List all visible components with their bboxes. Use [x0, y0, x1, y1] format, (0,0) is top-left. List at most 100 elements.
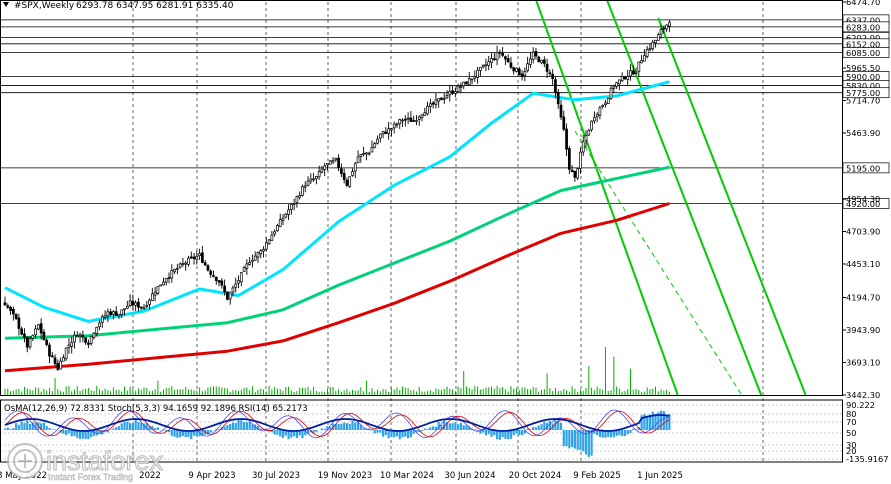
candle-body [220, 280, 224, 286]
candle-body [159, 284, 163, 287]
channel-line [605, 0, 763, 396]
candle-body [534, 51, 538, 57]
candle-body [659, 29, 663, 35]
candle-body [656, 34, 660, 41]
candle-body [353, 163, 357, 172]
candle-body [114, 311, 118, 316]
candle-body [512, 67, 516, 72]
candle-body [173, 269, 176, 273]
candle-body [312, 178, 315, 181]
channel-line [657, 17, 807, 396]
y-tick-label: 5463.90 [846, 128, 880, 138]
candle-body [256, 252, 260, 258]
candle-body [53, 357, 57, 364]
candle-body [403, 118, 407, 121]
candle-body [42, 331, 46, 341]
candle-body [384, 131, 388, 134]
candle-body [654, 39, 657, 44]
candle-body [148, 299, 151, 305]
candle-body [45, 339, 49, 346]
level-label: 6337.00 [846, 15, 880, 25]
candle-body [415, 120, 418, 122]
candle-body [356, 156, 360, 163]
candle-body [201, 252, 204, 263]
candle-body [554, 79, 557, 94]
candle-body [189, 256, 193, 259]
candle-body [565, 128, 568, 150]
candle-body [281, 217, 285, 221]
candle-body [545, 63, 549, 72]
candle-body [20, 328, 24, 335]
y-tick-label: 3693.10 [846, 357, 880, 367]
y-tick-label: 3442.30 [846, 390, 880, 400]
level-label: 5195.00 [846, 163, 880, 173]
trend-channels [534, 0, 807, 396]
candle-body [328, 160, 332, 165]
candle-body [176, 267, 179, 270]
candle-body [634, 71, 638, 74]
candle-body [362, 152, 365, 155]
candle-body [390, 128, 393, 131]
candle-body [631, 70, 635, 75]
candle-body [348, 176, 352, 187]
candle-body [551, 73, 555, 80]
candle-body [517, 68, 521, 76]
candle-body [579, 151, 582, 169]
collapse-arrow-icon[interactable] [3, 2, 9, 7]
candle-body [509, 62, 513, 68]
main-plot-frame [0, 0, 843, 396]
level-label: 5830.00 [846, 81, 880, 91]
candle-body [203, 262, 207, 266]
candle-body [214, 276, 218, 281]
candle-body [14, 313, 18, 319]
candle-body [445, 95, 449, 98]
candle-body [187, 257, 190, 265]
candle-body [309, 178, 313, 182]
candle-body [226, 291, 229, 300]
volume-histogram [4, 347, 670, 395]
level-label: 6202.00 [846, 33, 880, 43]
candle-body [326, 163, 329, 166]
candle-body [431, 102, 435, 105]
candle-body [451, 90, 454, 94]
candle-body [315, 176, 318, 180]
candle-body [34, 328, 37, 336]
candle-body [523, 71, 527, 77]
candle-body [351, 171, 354, 176]
candle-body [273, 231, 277, 235]
candle-body [623, 76, 627, 80]
candle-body [181, 263, 185, 265]
candle-body [587, 130, 591, 136]
candle-body [87, 342, 90, 345]
candle-body [529, 58, 532, 65]
candle-body [420, 114, 424, 119]
candle-body [462, 81, 466, 87]
candle-body [448, 91, 452, 96]
candle-body [476, 69, 479, 78]
candle-body [584, 135, 588, 142]
candle-body [515, 67, 518, 72]
candle-body [609, 87, 613, 99]
level-label: 6283.00 [846, 22, 880, 32]
level-label: 6152.00 [846, 39, 880, 49]
y-tick-label: 4453.10 [846, 259, 880, 269]
candle-body [217, 280, 221, 283]
candle-body [573, 170, 577, 178]
indicator-tick-label: 30 [846, 440, 857, 450]
candle-body [237, 280, 240, 284]
candle-body [125, 305, 129, 309]
candle-body [643, 55, 646, 62]
candle-body [209, 270, 213, 275]
candle-body [473, 76, 477, 79]
candle-body [612, 86, 616, 89]
candle-body [651, 41, 655, 50]
moving-averages [4, 80, 670, 373]
candle-body [495, 51, 499, 61]
candle-body [467, 78, 471, 86]
level-label: 5775.00 [846, 88, 880, 98]
candle-body [117, 313, 121, 317]
candle-body [306, 180, 310, 186]
rsi-line [4, 414, 670, 432]
